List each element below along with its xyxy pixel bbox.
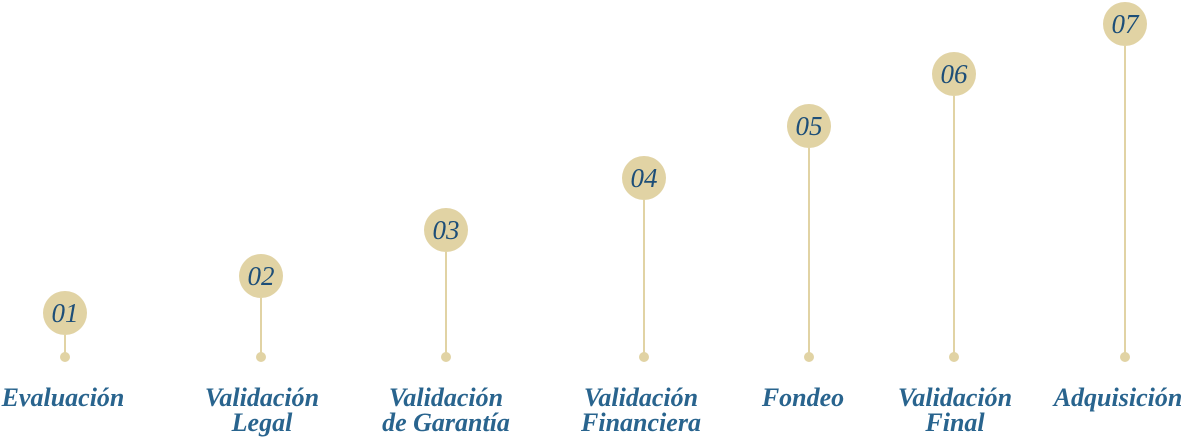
step-7-label: Adquisición	[1053, 383, 1181, 412]
step-4-number: 04	[630, 162, 658, 193]
step-5-label: Fondeo	[761, 383, 845, 412]
step-1-label: Evaluación	[1, 383, 125, 412]
step-2-dot	[256, 352, 266, 362]
step-3-circle: 03	[424, 208, 468, 252]
step-4-label: Validación Financiera	[581, 383, 701, 437]
step-3-label: Validación de Garantía	[382, 383, 510, 437]
step-4-circle: 04	[622, 156, 666, 200]
step-3-number: 03	[432, 214, 460, 245]
step-2-stem	[260, 298, 262, 353]
step-5-stem	[808, 148, 810, 353]
step-2-circle: 02	[239, 254, 283, 298]
step-2-label: Validación Legal	[204, 383, 320, 437]
step-7-circle: 07	[1103, 2, 1147, 46]
step-3-dot	[441, 352, 451, 362]
step-5-number: 05	[795, 110, 823, 141]
step-5-circle: 05	[787, 104, 831, 148]
step-1-dot	[60, 352, 70, 362]
step-6-label: Validación Final	[897, 383, 1013, 437]
step-7-stem	[1124, 46, 1126, 353]
step-6-dot	[949, 352, 959, 362]
step-1-circle: 01	[43, 291, 87, 335]
step-2-number: 02	[247, 260, 275, 291]
step-1-number: 01	[51, 297, 79, 328]
step-4-dot	[639, 352, 649, 362]
step-6-circle: 06	[932, 52, 976, 96]
step-7-number: 07	[1111, 8, 1139, 39]
step-5-dot	[804, 352, 814, 362]
step-7-dot	[1120, 352, 1130, 362]
step-1-stem	[64, 335, 66, 353]
step-3-stem	[445, 252, 447, 353]
step-6-number: 06	[940, 58, 968, 89]
step-6-stem	[953, 96, 955, 353]
step-4-stem	[643, 200, 645, 353]
